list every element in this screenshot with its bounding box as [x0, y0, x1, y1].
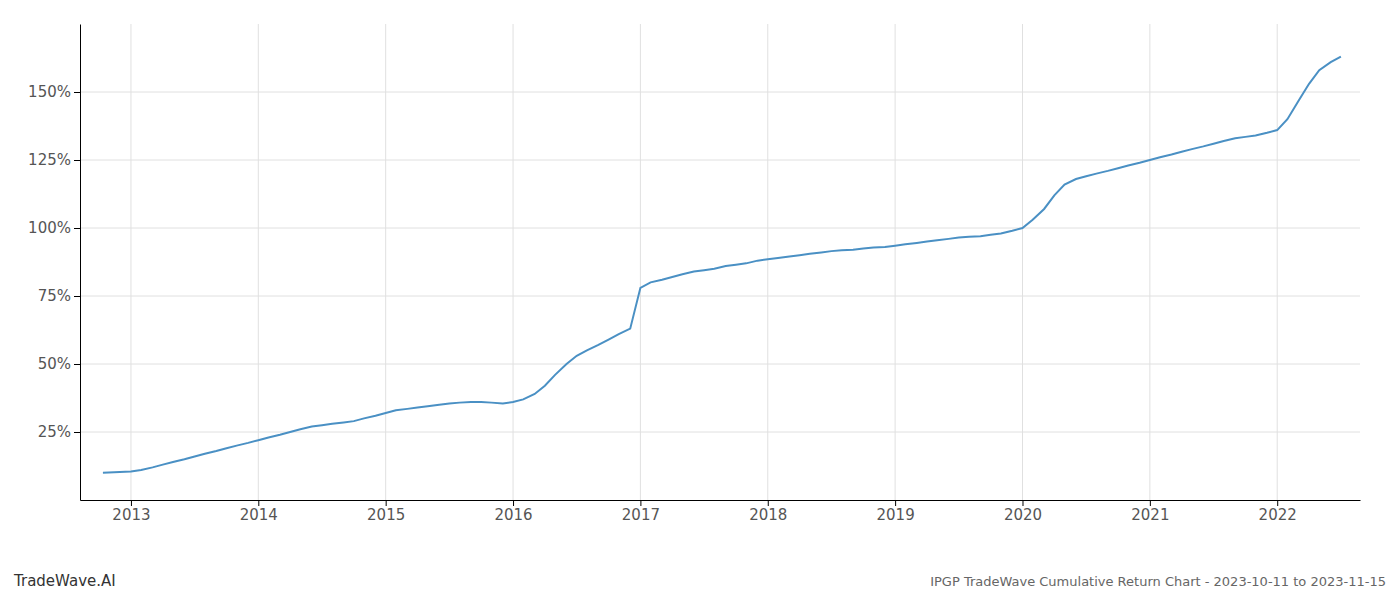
watermark: TradeWave.AI: [13, 572, 116, 590]
grid-line-y: [80, 228, 1360, 229]
y-tick-label: 75%: [38, 287, 71, 305]
y-tick-mark: [74, 92, 80, 93]
plot: 2013 2014 2015 2016 2017 2018 2019 2020 2021 2022…: [28, 24, 1360, 524]
x-tick: 2020: [1004, 500, 1042, 524]
y-axis-line: [80, 25, 81, 501]
y-tick: 125%: [28, 151, 80, 169]
grid-line-x: [1149, 24, 1150, 500]
y-tick: 25%: [38, 423, 80, 441]
x-tick-label: 2013: [112, 506, 150, 524]
x-tick: 2019: [877, 500, 915, 524]
x-tick-label: 2020: [1004, 506, 1042, 524]
x-tick-label: 2017: [622, 506, 660, 524]
y-tick-label: 50%: [38, 355, 71, 373]
x-tick: 2022: [1259, 500, 1297, 524]
x-tick: 2016: [494, 500, 532, 524]
grid: [80, 24, 1360, 500]
grid-line-x: [767, 24, 768, 500]
grid-line-x: [130, 24, 131, 500]
y-tick: 100%: [28, 219, 80, 237]
grid-line-x: [1022, 24, 1023, 500]
y-tick: 75%: [38, 287, 80, 305]
grid-line-x: [640, 24, 641, 500]
grid-line-y: [80, 92, 1360, 93]
y-tick-label: 125%: [28, 151, 71, 169]
y-tick-mark: [74, 364, 80, 365]
y-tick: 50%: [38, 355, 80, 373]
grid-line-y: [80, 296, 1360, 297]
y-tick-mark: [74, 296, 80, 297]
x-axis-line: [81, 500, 1361, 501]
title: IPGP TradeWave Cumulative Return Chart -…: [930, 574, 1386, 589]
grid-line-y: [80, 364, 1360, 365]
texts: TradeWave.AI IPGP TradeWave Cumulative Re…: [13, 572, 1386, 590]
grid-line-x: [513, 24, 514, 500]
y-tick-mark: [74, 228, 80, 229]
x-axis: 2013 2014 2015 2016 2017 2018 2019 2020 2021 2022: [81, 500, 1361, 524]
x-tick-label: 2016: [494, 506, 532, 524]
x-tick: 2017: [622, 500, 660, 524]
grid-line-x: [385, 24, 386, 500]
marks: [103, 57, 1341, 473]
grid-line-y: [80, 432, 1360, 433]
x-tick: 2018: [749, 500, 787, 524]
grid-line-x: [258, 24, 259, 500]
x-tick: 2014: [240, 500, 278, 524]
x-tick-label: 2018: [749, 506, 787, 524]
grid-line-x: [895, 24, 896, 500]
x-tick-label: 2015: [367, 506, 405, 524]
x-tick: 2015: [367, 500, 405, 524]
y-tick: 150%: [28, 83, 80, 101]
y-tick-mark: [74, 432, 80, 433]
chart: 2013 2014 2015 2016 2017 2018 2019 2020 2021 2022…: [0, 0, 1400, 600]
y-tick-label: 100%: [28, 219, 71, 237]
grid-line-x: [1277, 24, 1278, 500]
x-tick-label: 2014: [240, 506, 278, 524]
x-tick: 2021: [1131, 500, 1169, 524]
grid-line-y: [80, 160, 1360, 161]
y-axis: 25% 50% 75% 100% 125% 150%: [28, 25, 80, 501]
x-tick-label: 2021: [1131, 506, 1169, 524]
y-tick-label: 25%: [38, 423, 71, 441]
x-tick-label: 2019: [877, 506, 915, 524]
x-tick-label: 2022: [1259, 506, 1297, 524]
x-tick: 2013: [112, 500, 150, 524]
y-tick-mark: [74, 160, 80, 161]
y-tick-label: 150%: [28, 83, 71, 101]
line: [103, 57, 1341, 473]
